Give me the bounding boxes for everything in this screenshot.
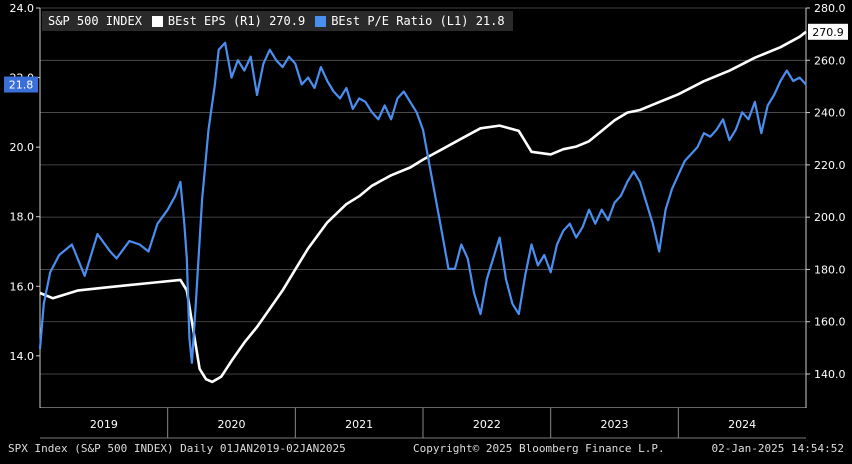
axes: 14.016.018.020.022.024.0140.0160.0180.02… bbox=[10, 2, 846, 439]
legend-pe-swatch bbox=[315, 15, 327, 27]
legend-index-label: S&P 500 INDEX bbox=[48, 14, 142, 28]
x-tick-label-2019: 2019 bbox=[90, 418, 118, 431]
x-tick-label-2020: 2020 bbox=[218, 418, 246, 431]
tag-right-box bbox=[808, 23, 848, 40]
y-left-tick-label-3: 20.0 bbox=[10, 141, 35, 154]
x-tick-label-2021: 2021 bbox=[345, 418, 373, 431]
tag-left-box bbox=[4, 76, 38, 93]
footer-copyright: Copyright© 2025 Bloomberg Finance L.P. bbox=[413, 442, 665, 455]
series-layer bbox=[38, 30, 807, 384]
footer: SPX Index (S&P 500 INDEX) Daily 01JAN201… bbox=[0, 440, 852, 460]
y-left-tick-label-0: 14.0 bbox=[10, 350, 35, 363]
y-right-tick-label-4: 220.0 bbox=[814, 159, 846, 172]
y-right-tick-label-7: 280.0 bbox=[814, 2, 846, 15]
legend-pe-label: BEst P/E Ratio (L1) 21.8 bbox=[331, 14, 505, 28]
tag-right-value: 270.9 bbox=[812, 26, 844, 39]
x-tick-label-2023: 2023 bbox=[601, 418, 629, 431]
y-right-tick-label-3: 200.0 bbox=[814, 211, 846, 224]
tag-left-value: 21.8 bbox=[9, 79, 34, 92]
footer-security: SPX Index (S&P 500 INDEX) Daily 01JAN201… bbox=[8, 442, 346, 455]
legend-item-pe: BEst P/E Ratio (L1) 21.8 bbox=[315, 14, 505, 28]
legend-eps-label: BEst EPS (R1) 270.9 bbox=[167, 14, 306, 28]
y-right-tick-label-6: 260.0 bbox=[814, 54, 846, 67]
y-right-tick-label-2: 180.0 bbox=[814, 263, 846, 276]
legend-eps-swatch bbox=[151, 15, 163, 27]
footer-timestamp: 02-Jan-2025 14:54:52 bbox=[711, 442, 844, 455]
grid-lines bbox=[40, 7, 806, 375]
y-right-tick-label-5: 240.0 bbox=[814, 107, 846, 120]
x-tick-label-2024: 2024 bbox=[728, 418, 756, 431]
y-left-tick-label-5: 24.0 bbox=[10, 2, 35, 15]
y-left-tick-label-2: 18.0 bbox=[10, 211, 35, 224]
legend: S&P 500 INDEX BEst EPS (R1) 270.9 BEst P… bbox=[42, 11, 513, 31]
legend-item-eps: BEst EPS (R1) 270.9 bbox=[151, 14, 306, 28]
y-right-tick-label-1: 160.0 bbox=[814, 316, 846, 329]
x-tick-label-2022: 2022 bbox=[473, 418, 501, 431]
y-left-tick-label-1: 16.0 bbox=[10, 280, 35, 293]
last-value-tags: 21.8 270.9 bbox=[4, 23, 848, 93]
series-line-pe-ratio bbox=[38, 41, 807, 364]
y-right-tick-label-0: 140.0 bbox=[814, 368, 846, 381]
